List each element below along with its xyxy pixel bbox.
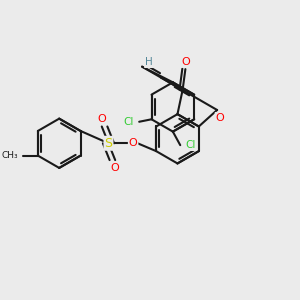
- Text: Cl: Cl: [186, 140, 196, 150]
- Text: S: S: [104, 137, 112, 150]
- Text: O: O: [181, 57, 190, 67]
- Text: O: O: [129, 138, 137, 148]
- Text: O: O: [215, 113, 224, 123]
- Text: O: O: [98, 114, 106, 124]
- Text: Cl: Cl: [123, 117, 134, 127]
- Text: H: H: [145, 57, 153, 67]
- Text: O: O: [111, 163, 120, 173]
- Text: CH₃: CH₃: [2, 151, 19, 160]
